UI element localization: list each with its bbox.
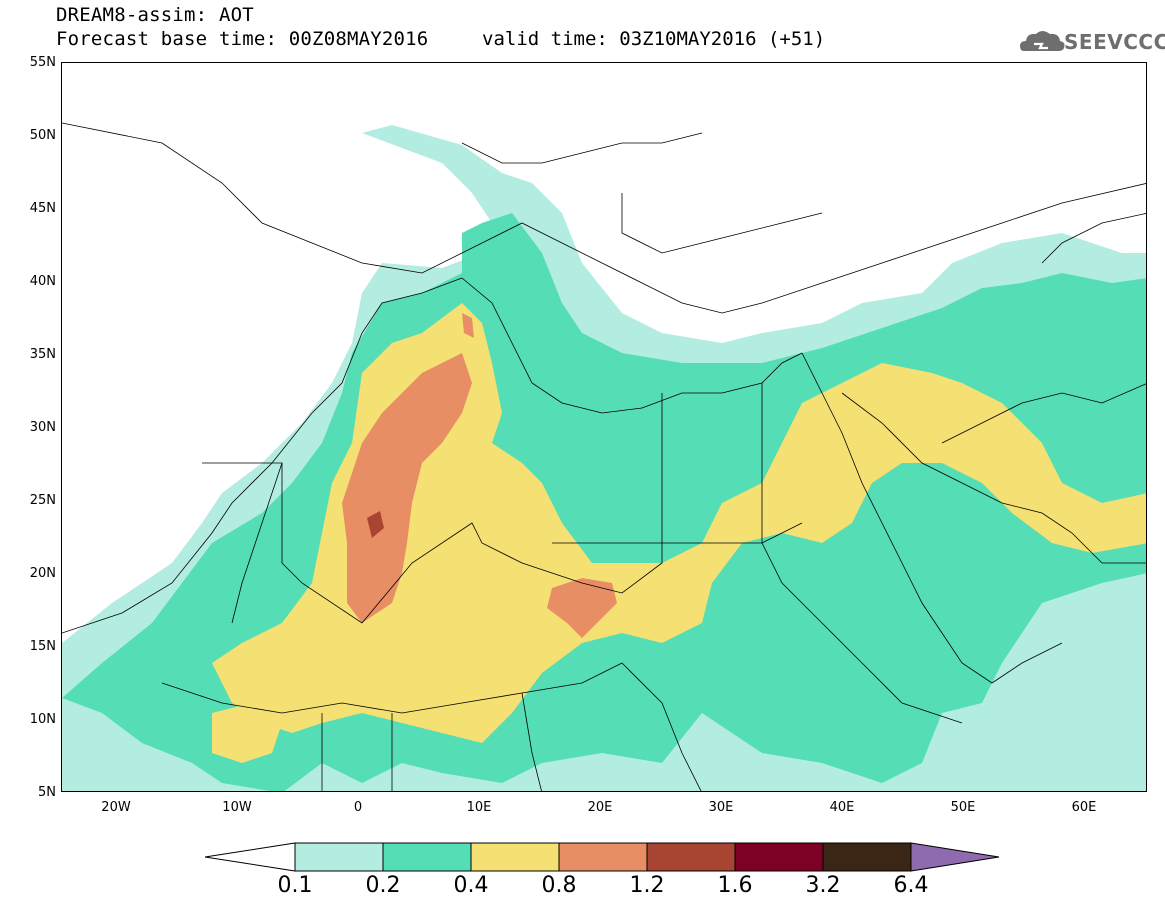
colorbar-low-arrow [205, 842, 296, 872]
lat-label: 30N [29, 420, 56, 435]
lat-label: 10N [29, 712, 56, 727]
lat-label: 20N [29, 566, 56, 581]
colorbar-label: 3.2 [805, 873, 841, 898]
lat-label: 45N [29, 201, 56, 216]
colorbar-high-arrow [910, 842, 1000, 872]
lon-label: 0 [353, 800, 363, 815]
map-title: DREAM8-assim: AOT [56, 4, 254, 26]
lon-label: 10W [222, 800, 252, 815]
lon-label: 40E [829, 800, 855, 815]
lat-label: 55N [29, 55, 56, 70]
forecast-base-time: Forecast base time: 00Z08MAY2016 [56, 28, 429, 50]
colorbar-swatch [646, 842, 736, 872]
valid-time: valid time: 03Z10MAY2016 (+51) [482, 28, 826, 50]
aot-band-1.2 [367, 511, 384, 538]
lon-label: 60E [1071, 800, 1097, 815]
colorbar-swatch [294, 842, 384, 872]
lat-label: 5N [38, 785, 56, 800]
colorbar-swatch [822, 842, 912, 872]
colorbar-swatch [558, 842, 648, 872]
colorbar-swatch [734, 842, 824, 872]
colorbar-label: 0.2 [365, 873, 401, 898]
colorbar-swatch [470, 842, 560, 872]
colorbar-label: 0.8 [541, 873, 577, 898]
lon-label: 20E [587, 800, 613, 815]
lon-label: 50E [950, 800, 976, 815]
lat-label: 50N [29, 128, 56, 143]
colorbar [205, 842, 1000, 872]
lat-label: 15N [29, 639, 56, 654]
aot-band-0.8 [342, 313, 617, 638]
colorbar-label: 1.6 [717, 873, 753, 898]
lon-label: 10E [466, 800, 492, 815]
lat-label: 40N [29, 274, 56, 289]
colorbar-label: 0.1 [277, 873, 313, 898]
map-panel [61, 62, 1147, 792]
colorbar-label: 6.4 [893, 873, 929, 898]
lon-label: 30E [708, 800, 734, 815]
country-borders [62, 122, 1146, 791]
lon-label: 20W [101, 800, 131, 815]
colorbar-label: 1.2 [629, 873, 665, 898]
aot-map [62, 122, 1146, 791]
colorbar-swatch [382, 842, 472, 872]
lat-label: 25N [29, 493, 56, 508]
cloud-icon [1020, 31, 1065, 51]
logo-text: SEEVCCC [1064, 30, 1165, 54]
colorbar-label: 0.4 [453, 873, 489, 898]
lat-label: 35N [29, 347, 56, 362]
